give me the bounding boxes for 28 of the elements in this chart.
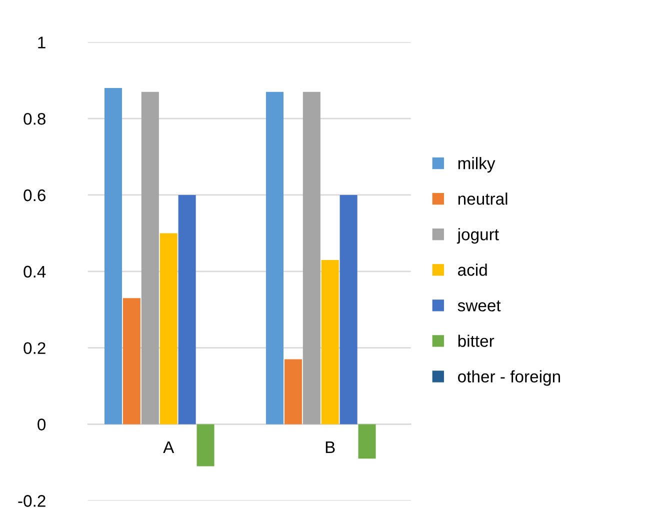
bar — [160, 233, 178, 424]
bar — [266, 92, 284, 424]
legend-label: neutral — [458, 192, 508, 205]
bar — [284, 359, 302, 424]
bar — [321, 260, 339, 424]
bar — [122, 298, 140, 424]
bar — [302, 92, 320, 424]
legend-label: bitter — [458, 334, 494, 347]
legend-label: milky — [458, 157, 496, 173]
x-tick-label: B — [326, 442, 335, 453]
legend-label: jogurt — [456, 228, 499, 244]
y-tick-label: 0.6 — [24, 189, 46, 202]
legend-label: sweet — [458, 300, 501, 312]
y-tick-label: 0.4 — [24, 266, 46, 278]
legend-label: acid — [458, 264, 487, 276]
bar — [141, 92, 159, 424]
y-tick-label: 1 — [38, 36, 46, 48]
bar — [196, 424, 214, 466]
y-tick-label: -0.2 — [18, 495, 46, 507]
y-tick-label: 0.2 — [24, 342, 46, 354]
y-tick-label: 0 — [38, 418, 46, 430]
bar — [104, 88, 122, 424]
bar — [358, 424, 376, 459]
bar — [340, 194, 358, 424]
x-tick-label: A — [163, 442, 174, 453]
bar — [178, 194, 196, 424]
legend-label: other - foreign — [458, 370, 560, 386]
y-tick-label: 0.8 — [24, 112, 46, 125]
